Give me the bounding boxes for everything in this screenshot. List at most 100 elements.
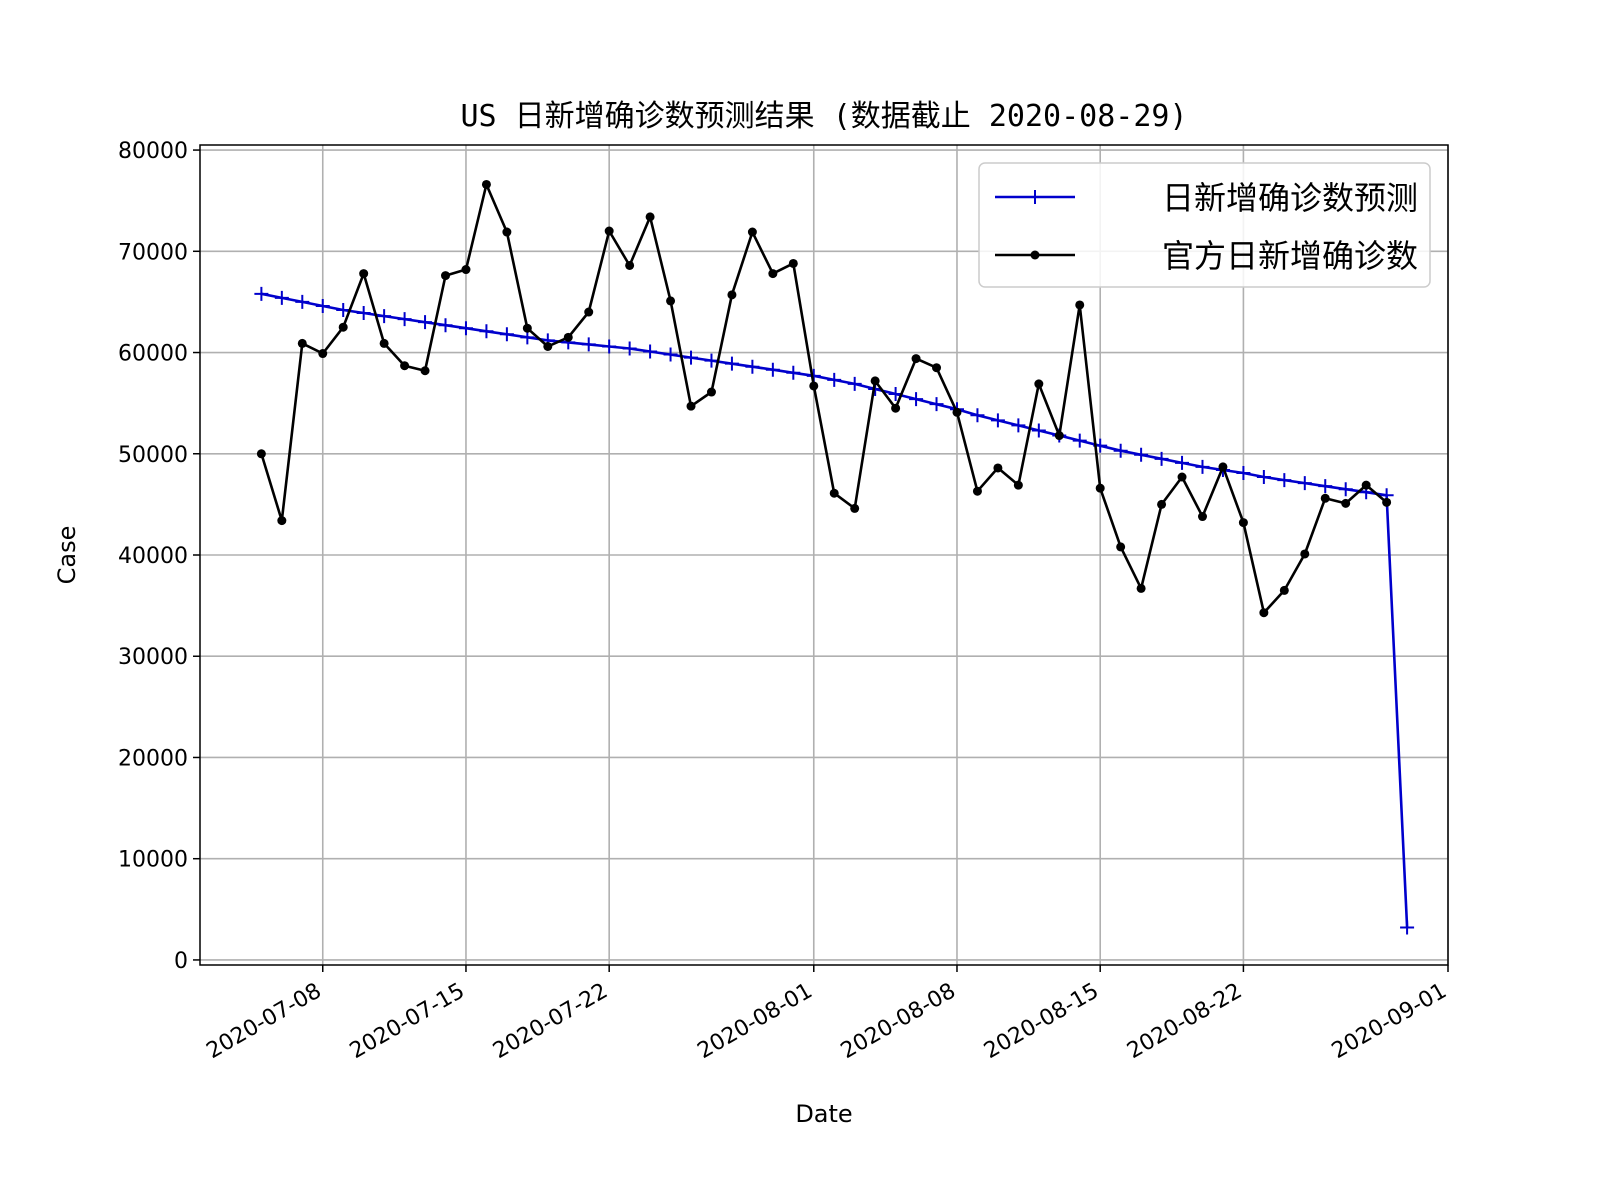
y-tick-label: 30000 (118, 645, 188, 670)
x-tick-label: 2020-08-08 (837, 979, 960, 1065)
legend-box (978, 162, 1431, 288)
data-point (1031, 423, 1046, 438)
y-tick-label: 10000 (118, 848, 188, 873)
data-point (1154, 451, 1169, 466)
data-point (1338, 482, 1353, 497)
data-point (441, 271, 451, 281)
data-point (254, 286, 269, 301)
data-point (970, 408, 985, 423)
data-point (336, 303, 351, 318)
legend-label: 日新增确诊数预测 (1162, 179, 1418, 217)
data-point (684, 350, 699, 365)
x-tick-label: 2020-09-01 (1328, 979, 1451, 1065)
data-point (1011, 418, 1026, 433)
data-point (911, 354, 921, 364)
data-point (1116, 542, 1126, 552)
data-point (745, 359, 760, 374)
series-1 (256, 179, 1392, 618)
data-point (706, 387, 716, 397)
data-point (1300, 549, 1310, 559)
data-point (377, 309, 392, 324)
x-axis-title: Date (795, 1100, 852, 1128)
data-point (274, 290, 289, 305)
series-layer (254, 179, 1415, 935)
data-point (420, 366, 430, 376)
data-point (481, 179, 491, 189)
data-point (277, 516, 287, 526)
data-point (458, 321, 473, 336)
data-point (727, 290, 737, 300)
data-point (563, 332, 573, 342)
data-point (1382, 497, 1392, 507)
data-point (990, 413, 1005, 428)
data-point (1177, 472, 1187, 482)
data-point (1236, 466, 1251, 480)
data-point (625, 260, 635, 270)
y-tick-label: 70000 (118, 240, 188, 265)
data-point (1075, 300, 1085, 310)
data-point (1259, 608, 1269, 618)
data-point (747, 227, 757, 237)
x-tick-label: 2020-08-01 (694, 979, 817, 1065)
data-point (1238, 518, 1248, 528)
data-point (1318, 479, 1333, 494)
data-point (827, 372, 842, 387)
data-point (602, 339, 617, 354)
data-point (543, 341, 553, 351)
y-tick-label: 60000 (118, 342, 188, 367)
legend-entry: 日新增确诊数预测 (995, 179, 1418, 217)
data-point (1134, 447, 1149, 462)
data-point (993, 463, 1003, 473)
data-point (686, 401, 696, 411)
data-point (400, 361, 410, 371)
x-tick-label: 2020-07-08 (203, 979, 326, 1065)
data-point (829, 488, 839, 498)
data-point (1034, 379, 1044, 389)
data-point (1013, 480, 1023, 490)
legend-label: 官方日新增确诊数 (1162, 237, 1418, 275)
data-point (359, 269, 369, 279)
data-point (932, 363, 942, 373)
data-point (1136, 583, 1146, 593)
data-point (584, 307, 594, 317)
data-point (645, 212, 655, 222)
y-tick-label: 20000 (118, 746, 188, 771)
data-point (1113, 443, 1128, 458)
data-point (704, 353, 719, 368)
data-point (379, 338, 389, 348)
data-point (1195, 459, 1210, 474)
data-point (724, 356, 739, 371)
data-point (765, 362, 780, 377)
data-point (666, 296, 676, 306)
data-point (788, 258, 798, 268)
data-point (356, 306, 371, 321)
data-point (1277, 473, 1292, 488)
data-point (870, 376, 880, 386)
legend-marker (1028, 190, 1042, 204)
y-axis-title: Case (53, 526, 81, 585)
series-line (261, 292, 1409, 928)
data-point (438, 318, 453, 333)
data-point (604, 226, 614, 236)
data-point (929, 397, 944, 412)
data-point (256, 449, 266, 459)
data-point (461, 265, 471, 275)
data-point (315, 298, 330, 313)
data-point (809, 381, 819, 391)
data-point (1400, 920, 1415, 935)
x-tick-label: 2020-08-15 (980, 979, 1103, 1065)
data-point (479, 324, 494, 339)
data-point (1279, 585, 1289, 595)
data-point (297, 338, 307, 348)
data-point (663, 347, 678, 362)
data-point (1157, 499, 1167, 509)
legend-marker (1030, 250, 1040, 260)
data-point (1054, 431, 1064, 441)
legend-entry: 官方日新增确诊数 (995, 237, 1418, 275)
data-point (972, 486, 982, 496)
y-axis: 0 10000 20000 30000 40000 50000 60000 70000 8000… (118, 139, 200, 974)
data-point (1341, 498, 1351, 508)
x-axis: 2020-07-08 2020-07-15 2020-07-22 2020-08-01… (203, 965, 1451, 1064)
